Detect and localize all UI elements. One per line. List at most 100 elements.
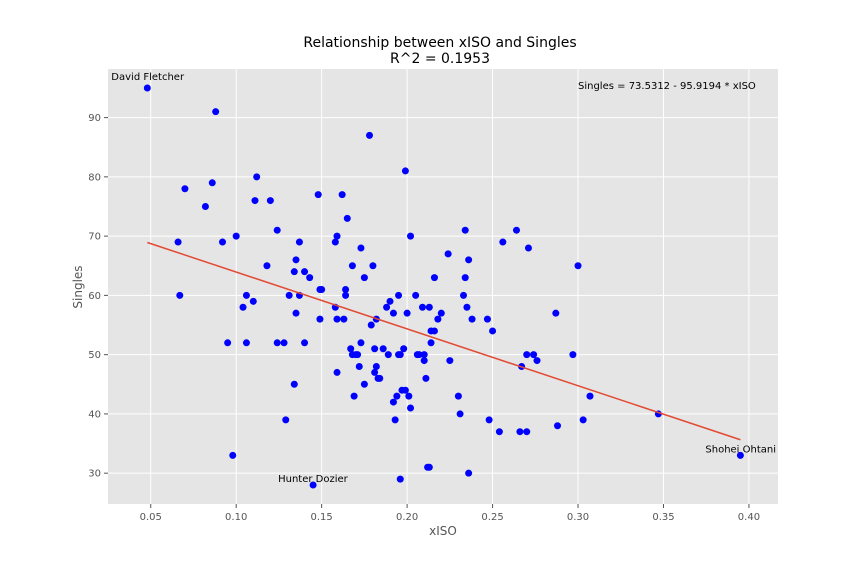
data-point-2 <box>176 291 184 299</box>
data-point-133 <box>586 392 594 400</box>
regression-equation: Singles = 73.5312 - 95.9194 * xISO <box>578 81 756 92</box>
data-point-124 <box>523 351 531 359</box>
data-point-72 <box>389 309 397 317</box>
y-tick-label: 70 <box>88 232 101 243</box>
data-point-11 <box>239 303 247 311</box>
data-point-56 <box>357 244 365 252</box>
data-point-85 <box>405 392 413 400</box>
data-point-59 <box>366 131 374 139</box>
axis-ticks: 0.05 0.10 0.15 0.20 0.25 0.30 0.35 0.40 30 40 50 60… <box>88 113 760 523</box>
data-point-109 <box>461 226 469 234</box>
data-point-87 <box>407 232 415 240</box>
x-tick-label: 0.25 <box>481 512 503 523</box>
data-point-135 <box>736 451 744 459</box>
data-point-1 <box>174 238 182 246</box>
data-point-100 <box>430 327 438 335</box>
y-axis-label: Singles <box>71 265 85 308</box>
data-point-91 <box>418 303 426 311</box>
data-point-110 <box>461 274 469 282</box>
data-point-40 <box>333 232 341 240</box>
data-point-82 <box>401 386 409 394</box>
x-tick-label: 0.30 <box>567 512 589 523</box>
chart-subtitle: R^2 = 0.1953 <box>390 51 490 67</box>
data-point-42 <box>333 368 341 376</box>
data-point-49 <box>348 262 356 270</box>
data-point-67 <box>376 374 384 382</box>
data-point-41 <box>333 315 341 323</box>
data-point-19 <box>273 226 281 234</box>
data-point-123 <box>523 428 531 436</box>
data-point-48 <box>347 345 355 353</box>
data-point-102 <box>434 315 442 323</box>
data-point-71 <box>386 297 394 305</box>
data-point-117 <box>489 327 497 335</box>
data-point-108 <box>460 291 468 299</box>
data-point-93 <box>420 351 428 359</box>
data-point-130 <box>569 351 577 359</box>
data-point-68 <box>379 345 387 353</box>
data-point-92 <box>420 357 428 365</box>
data-point-53 <box>354 351 362 359</box>
data-point-15 <box>251 197 259 205</box>
x-tick-label: 0.40 <box>738 512 760 523</box>
data-point-7 <box>219 238 227 246</box>
data-point-12 <box>242 339 250 347</box>
y-tick-label: 30 <box>88 469 101 480</box>
y-tick-label: 50 <box>88 350 101 361</box>
data-point-21 <box>280 339 288 347</box>
data-point-131 <box>574 262 582 270</box>
data-point-86 <box>407 404 415 412</box>
data-point-118 <box>495 428 503 436</box>
data-point-70 <box>384 351 392 359</box>
data-point-64 <box>372 363 380 371</box>
data-point-20 <box>273 339 281 347</box>
data-point-39 <box>331 238 339 246</box>
data-point-69 <box>383 303 391 311</box>
x-tick-label: 0.20 <box>396 512 418 523</box>
x-tick-label: 0.05 <box>140 512 162 523</box>
data-point-83 <box>401 167 409 175</box>
y-tick-label: 90 <box>88 113 101 124</box>
data-point-103 <box>437 309 445 317</box>
point-label-2: Shohei Ohtani <box>705 444 776 455</box>
data-point-121 <box>516 428 524 436</box>
data-point-74 <box>391 416 399 424</box>
data-point-57 <box>360 274 368 282</box>
data-point-37 <box>318 285 326 293</box>
data-point-8 <box>224 339 232 347</box>
data-point-25 <box>290 380 298 388</box>
data-point-31 <box>301 339 309 347</box>
data-point-26 <box>292 256 300 264</box>
data-point-0 <box>143 84 151 92</box>
data-point-18 <box>266 197 274 205</box>
data-point-101 <box>430 274 438 282</box>
data-point-97 <box>425 303 433 311</box>
data-point-62 <box>371 345 379 353</box>
data-point-44 <box>340 315 348 323</box>
data-point-24 <box>290 268 298 276</box>
data-point-4 <box>201 202 209 210</box>
data-point-58 <box>360 380 368 388</box>
data-point-105 <box>446 357 454 365</box>
data-point-132 <box>579 416 587 424</box>
data-point-34 <box>314 191 322 199</box>
data-point-36 <box>316 315 324 323</box>
data-point-114 <box>468 315 476 323</box>
data-point-45 <box>342 285 350 293</box>
data-point-81 <box>400 345 408 353</box>
data-point-104 <box>444 250 452 258</box>
y-tick-label: 80 <box>88 172 101 183</box>
data-point-54 <box>355 363 363 371</box>
data-point-22 <box>282 416 290 424</box>
data-point-73 <box>389 398 397 406</box>
data-point-17 <box>263 262 271 270</box>
y-tick-label: 60 <box>88 291 101 302</box>
data-point-126 <box>530 351 538 359</box>
data-point-78 <box>396 351 404 359</box>
data-point-125 <box>524 244 532 252</box>
data-point-96 <box>425 463 433 471</box>
data-point-23 <box>285 291 293 299</box>
data-point-27 <box>292 309 300 317</box>
data-point-16 <box>253 173 261 181</box>
point-label-1: Hunter Dozier <box>278 474 349 485</box>
